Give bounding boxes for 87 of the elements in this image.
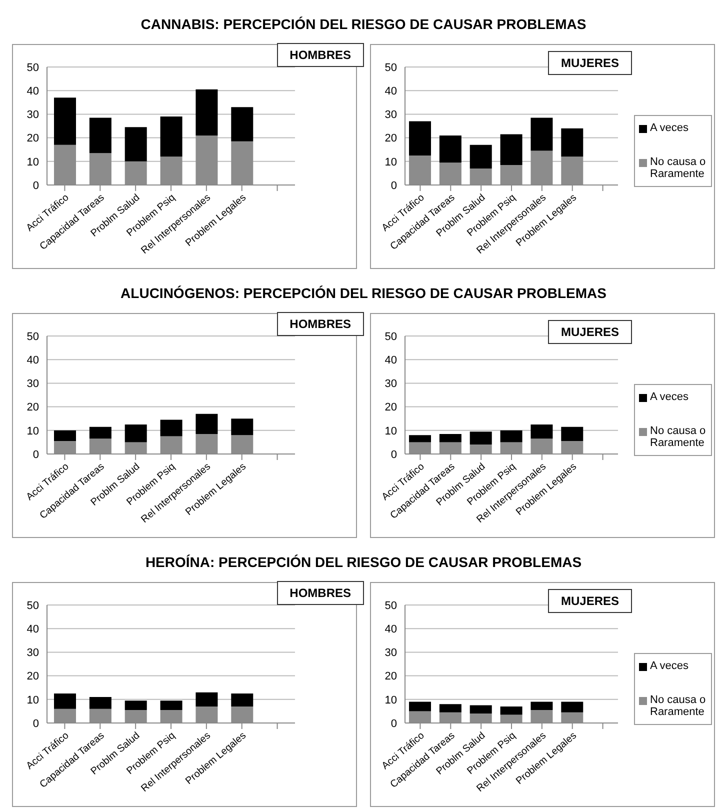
y-tick-label: 10 (26, 425, 39, 438)
bar (409, 121, 431, 156)
y-tick-label: 20 (26, 132, 39, 145)
bar (89, 426, 112, 439)
bar (561, 702, 584, 712)
bar (530, 424, 553, 439)
y-tick-label: 10 (26, 694, 39, 706)
bar (470, 144, 492, 168)
y-tick-label: 20 (384, 132, 397, 145)
y-tick-label: 0 (32, 448, 39, 461)
legend-label: A veces (650, 122, 689, 134)
bar (231, 694, 254, 706)
bar (124, 424, 147, 442)
bar (439, 135, 462, 163)
y-tick-label: 0 (32, 718, 39, 730)
y-tick-label: 0 (390, 180, 397, 192)
y-tick-label: 50 (384, 62, 397, 74)
y-tick-label: 10 (384, 694, 397, 706)
bar (500, 430, 522, 442)
text: HOMBRES (276, 581, 364, 605)
legend-label: A veces (650, 660, 689, 672)
bar (231, 107, 254, 142)
y-tick-label: 50 (26, 330, 39, 343)
y-tick-label: 10 (384, 156, 397, 168)
y-tick-label: 30 (384, 378, 397, 390)
y-tick-label: 20 (26, 670, 39, 683)
y-tick-label: 10 (384, 425, 397, 438)
bar (409, 702, 431, 712)
chart-subtitle: MUJERES (548, 51, 632, 75)
y-tick-label: 30 (26, 109, 39, 122)
y-tick-label: 40 (384, 624, 397, 636)
bar (54, 98, 76, 145)
y-tick-label: 30 (384, 647, 397, 660)
y-tick-label: 50 (26, 600, 39, 612)
bar (196, 89, 218, 136)
y-tick-label: 40 (384, 86, 397, 98)
bar (160, 700, 182, 710)
bar (500, 134, 522, 165)
bar (196, 414, 218, 434)
bar (530, 118, 553, 151)
y-tick-label: 30 (26, 378, 39, 390)
y-tick-label: 10 (26, 156, 39, 168)
text: HOMBRES (276, 43, 364, 67)
bar (470, 432, 492, 445)
y-tick-label: 0 (390, 448, 397, 461)
y-tick-label: 20 (26, 402, 39, 414)
bar (530, 702, 553, 710)
text: ALUCINÓGENOS: PERCEPCIÓN DEL RIESGO DE CAUSAR PROBLEMAS (120, 284, 608, 303)
chart-subtitle: MUJERES (548, 320, 632, 344)
y-tick-label: 40 (384, 354, 397, 367)
bar (89, 118, 112, 154)
bar (231, 418, 254, 436)
y-tick-label: 40 (26, 86, 39, 98)
bar (561, 128, 584, 157)
legend-label: No causa o Raramente (650, 425, 707, 449)
y-tick-label: 0 (390, 718, 397, 730)
y-tick-label: 0 (32, 180, 39, 192)
bar (89, 697, 112, 709)
bar (561, 426, 584, 442)
bar (196, 692, 218, 706)
chart-subtitle: MUJERES (548, 589, 632, 613)
y-tick-label: 40 (26, 354, 39, 367)
y-tick-label: 30 (26, 647, 39, 660)
bar (160, 420, 182, 436)
y-tick-label: 20 (384, 670, 397, 683)
bar (54, 694, 76, 709)
y-tick-label: 20 (384, 402, 397, 414)
bar (160, 116, 182, 157)
bar (124, 127, 147, 162)
y-tick-label: 40 (26, 624, 39, 636)
y-tick-label: 30 (384, 109, 397, 122)
y-tick-label: 50 (384, 600, 397, 612)
text: HEROÍNA: PERCEPCIÓN DEL RIESGO DE CAUSAR PROBLEMAS (144, 553, 583, 572)
bar (124, 700, 147, 710)
bar (470, 705, 492, 714)
bar (409, 435, 431, 442)
bar (439, 434, 462, 442)
y-tick-label: 50 (26, 62, 39, 74)
text: CANNABIS: PERCEPCIÓN DEL RIESGO DE CAUSAR PROBLEMAS (140, 15, 588, 34)
legend-label: No causa o Raramente (650, 694, 707, 718)
legend-label: No causa o Raramente (650, 156, 707, 180)
bar (439, 704, 462, 712)
bar (500, 706, 522, 715)
text: HOMBRES (276, 312, 364, 336)
y-tick-label: 50 (384, 330, 397, 343)
bar (54, 430, 76, 442)
legend-label: A veces (650, 391, 689, 403)
